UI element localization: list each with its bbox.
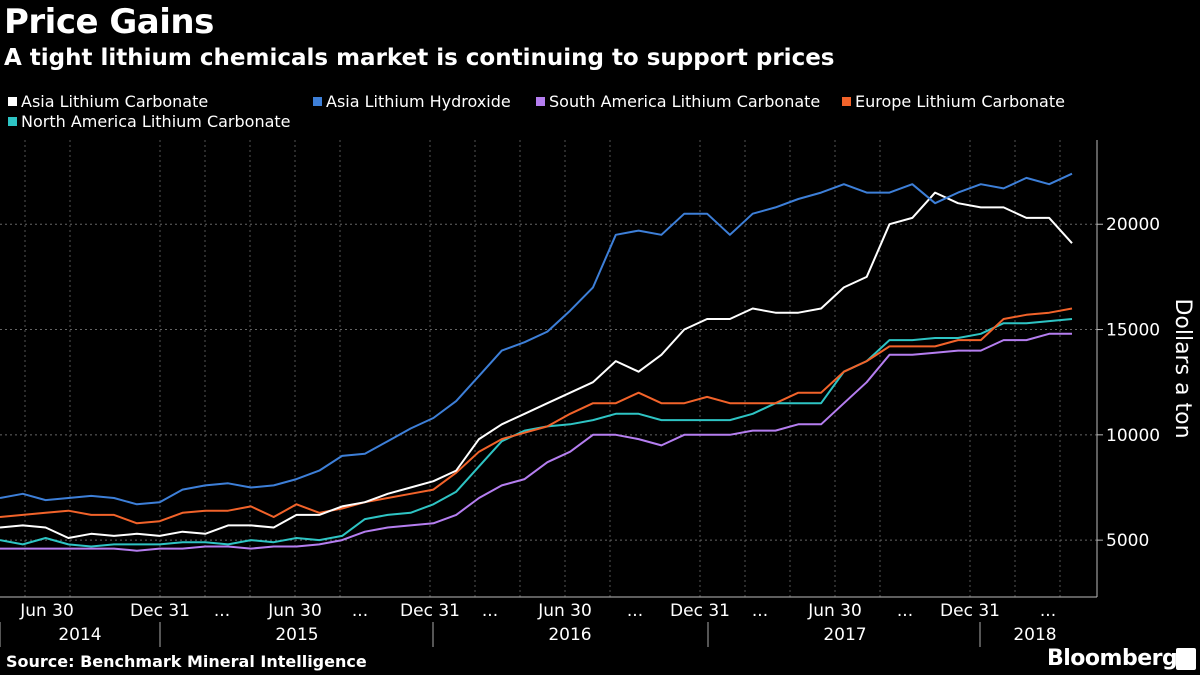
x-tick-label: ... bbox=[752, 601, 768, 621]
series-line-asia-lithium-carbonate bbox=[0, 191, 1073, 539]
legend-item-asia-hydroxide: Asia Lithium Hydroxide bbox=[313, 92, 511, 111]
series-line-north-america-lithium-carbonate bbox=[0, 318, 1073, 548]
y-axis-title: Dollars a ton bbox=[1170, 298, 1195, 438]
brand-mark-icon bbox=[1176, 648, 1196, 670]
legend-swatch bbox=[8, 117, 17, 126]
legend-label: Asia Lithium Hydroxide bbox=[326, 92, 511, 111]
x-tick-label: ... bbox=[214, 601, 230, 621]
legend-swatch bbox=[536, 97, 545, 106]
y-tick-label: 10000 bbox=[1106, 426, 1160, 446]
y-tick-label: 20000 bbox=[1106, 215, 1160, 235]
x-tick-label: Dec 31 bbox=[940, 601, 1000, 621]
x-tick-label: Jun 30 bbox=[19, 601, 74, 621]
brand-logo: Bloomberg bbox=[1047, 646, 1178, 671]
x-tick-label: Dec 31 bbox=[130, 601, 190, 621]
source-note: Source: Benchmark Mineral Intelligence bbox=[6, 652, 367, 671]
x-tick-label: ... bbox=[1040, 601, 1056, 621]
legend-label: Europe Lithium Carbonate bbox=[855, 92, 1065, 111]
x-tick-label: ... bbox=[482, 601, 498, 621]
chart-subtitle: A tight lithium chemicals market is cont… bbox=[4, 45, 835, 71]
x-tick-label: Jun 30 bbox=[807, 601, 862, 621]
x-tick-label: ... bbox=[897, 601, 913, 621]
legend-item-south-america-carbonate: South America Lithium Carbonate bbox=[536, 92, 820, 111]
x-year-label: 2016 bbox=[548, 625, 591, 645]
x-year-label: 2014 bbox=[58, 625, 101, 645]
legend-label: Asia Lithium Carbonate bbox=[21, 92, 209, 111]
x-year-label: 2017 bbox=[823, 625, 866, 645]
x-year-label: 2015 bbox=[275, 625, 318, 645]
series-line-europe-lithium-carbonate bbox=[0, 307, 1073, 525]
x-tick-label: ... bbox=[352, 601, 368, 621]
y-tick-label: 5000 bbox=[1106, 531, 1149, 551]
series-line-south-america-lithium-carbonate bbox=[0, 332, 1072, 552]
legend-item-north-america-carbonate: North America Lithium Carbonate bbox=[8, 112, 291, 131]
legend-item-europe-carbonate: Europe Lithium Carbonate bbox=[842, 92, 1065, 111]
x-tick-label: Dec 31 bbox=[670, 601, 730, 621]
legend-swatch bbox=[8, 97, 17, 106]
x-tick-label: ... bbox=[627, 601, 643, 621]
legend-item-asia-carbonate: Asia Lithium Carbonate bbox=[8, 92, 208, 111]
legend-label: South America Lithium Carbonate bbox=[549, 92, 821, 111]
legend-swatch bbox=[313, 97, 322, 106]
x-year-label: 2018 bbox=[1013, 625, 1056, 645]
x-tick-label: Jun 30 bbox=[267, 601, 322, 621]
legend-label: North America Lithium Carbonate bbox=[21, 112, 291, 131]
x-tick-label: Dec 31 bbox=[400, 601, 460, 621]
x-tick-label: Jun 30 bbox=[537, 601, 592, 621]
series-line-asia-lithium-hydroxide bbox=[0, 172, 1073, 506]
legend-swatch bbox=[842, 97, 851, 106]
chart-title: Price Gains bbox=[4, 2, 214, 42]
y-tick-label: 15000 bbox=[1106, 321, 1160, 341]
